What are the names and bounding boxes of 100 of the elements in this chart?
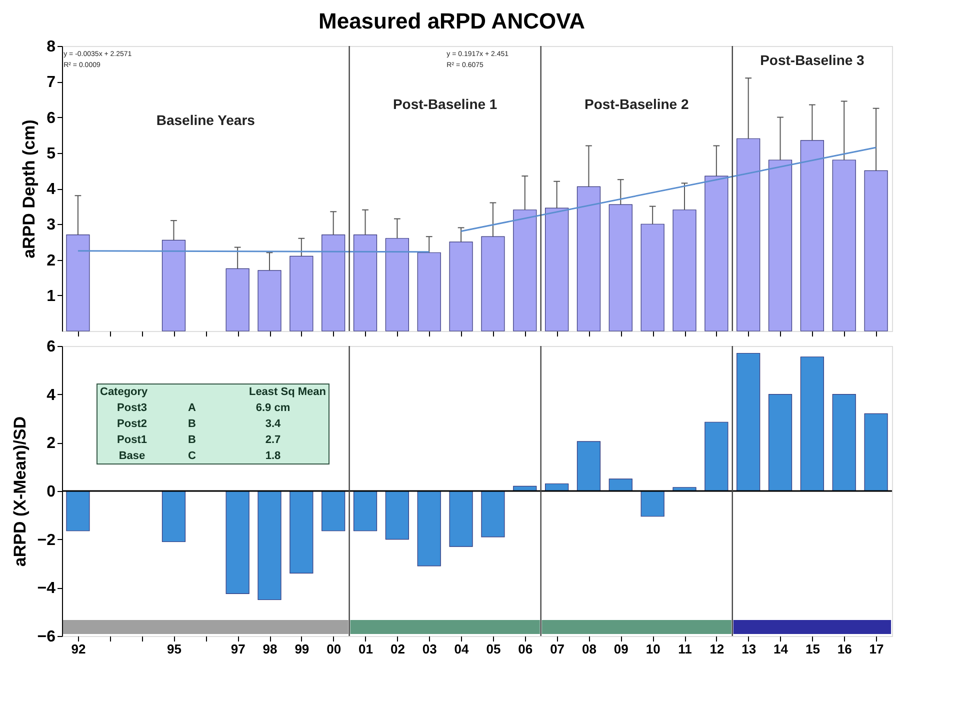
bar — [290, 490, 314, 574]
bar — [417, 252, 441, 332]
y-tick-label: −2 — [37, 532, 56, 549]
y-tick-label: 8 — [46, 38, 56, 56]
x-tick-label: 13 — [742, 642, 756, 656]
bar — [66, 490, 90, 532]
bar — [449, 490, 473, 547]
bar — [385, 490, 409, 540]
y-tick-label: 2 — [46, 435, 56, 452]
bar — [353, 234, 378, 332]
x-tick-label: 04 — [454, 642, 470, 656]
x-tick-label: 01 — [358, 642, 374, 656]
y-tick-label: 6 — [46, 338, 56, 356]
x-tick-label: 12 — [710, 642, 724, 656]
bar — [322, 234, 346, 332]
bar — [800, 140, 824, 332]
bar — [736, 138, 760, 332]
x-tick-label: 15 — [805, 642, 820, 656]
bar — [704, 422, 728, 492]
bar — [768, 394, 792, 492]
y-tick-label: −6 — [37, 628, 56, 646]
annotation: Category — [100, 386, 149, 398]
x-tick-label: 11 — [678, 642, 692, 656]
y-tick-label: 0 — [46, 484, 56, 500]
bar — [290, 256, 314, 332]
annotation: Post-Baseline 3 — [760, 52, 865, 68]
annotation: Least Sq Mean — [248, 386, 326, 398]
y-tick-label: 5 — [46, 145, 56, 162]
bar — [608, 478, 632, 492]
x-tick-label: 07 — [550, 642, 565, 656]
x-tick-label: 16 — [837, 642, 852, 656]
bar — [640, 490, 664, 517]
bar — [481, 236, 505, 332]
bar — [258, 490, 282, 600]
x-tick-label: 92 — [71, 642, 86, 656]
bar — [226, 268, 250, 332]
bar — [162, 240, 186, 332]
bar — [353, 490, 378, 532]
bar — [864, 413, 888, 492]
y-tick-label: 4 — [46, 386, 56, 404]
annotation: B — [188, 434, 196, 446]
y-axis-title: aRPD Depth (cm) — [20, 120, 39, 258]
bar — [608, 204, 632, 332]
bar — [832, 160, 856, 332]
annotation: 1.8 — [265, 450, 281, 462]
annotation: Post3 — [117, 402, 147, 414]
bar — [513, 210, 537, 332]
bar — [162, 490, 186, 542]
x-tick-label: 97 — [230, 642, 246, 656]
chart-title: Measured aRPD ANCOVA — [318, 8, 586, 34]
x-tick-label: 17 — [869, 642, 884, 656]
x-tick-label: 09 — [614, 642, 628, 656]
annotation: Post1 — [117, 434, 147, 446]
y-tick-label: −4 — [37, 580, 56, 598]
y-tick-label: 1 — [46, 288, 56, 305]
x-tick-label: 06 — [518, 642, 533, 656]
bar — [481, 490, 505, 538]
bar — [449, 242, 473, 332]
x-tick-label: 98 — [262, 642, 278, 656]
x-tick-label: 14 — [774, 642, 789, 656]
x-tick-label: 08 — [582, 642, 596, 656]
bar — [800, 356, 824, 492]
annotation: 6.9 cm — [256, 402, 290, 414]
bar — [672, 210, 696, 332]
bar — [864, 170, 888, 332]
annotation: 2.7 — [265, 434, 281, 446]
x-tick-label: 00 — [326, 642, 342, 656]
y-tick-label: 2 — [46, 252, 56, 270]
bar — [704, 176, 728, 332]
x-tick-label: 05 — [486, 642, 501, 656]
annotation: Base — [118, 450, 146, 462]
y-tick-label: 7 — [46, 74, 56, 92]
bar — [545, 208, 569, 332]
x-tick-label: 95 — [166, 642, 182, 656]
x-tick-label: 02 — [390, 642, 405, 656]
bar — [832, 394, 856, 492]
annotation: B — [188, 418, 196, 430]
bar — [768, 160, 792, 332]
annotation: Post-Baseline 1 — [392, 96, 498, 112]
bar — [258, 270, 282, 332]
annotation: Post2 — [117, 418, 147, 430]
y-tick-label: 3 — [46, 216, 56, 234]
x-tick-label: 99 — [294, 642, 310, 656]
bar — [66, 234, 90, 332]
bar — [576, 186, 601, 332]
x-tick-label: 03 — [422, 642, 437, 656]
bar — [385, 238, 409, 332]
bar — [322, 490, 346, 532]
bar — [226, 490, 250, 594]
bar — [417, 490, 441, 566]
annotation: Post-Baseline 2 — [584, 96, 689, 112]
annotation: Baseline Years — [156, 112, 256, 128]
y-tick-label: 6 — [46, 110, 56, 127]
x-tick-label: 10 — [646, 642, 660, 656]
annotation: 3.4 — [265, 418, 282, 430]
annotation: C — [188, 450, 196, 462]
bar — [576, 441, 601, 492]
y-tick-label: 4 — [46, 181, 56, 198]
annotation: A — [188, 402, 196, 414]
bar — [736, 352, 760, 492]
